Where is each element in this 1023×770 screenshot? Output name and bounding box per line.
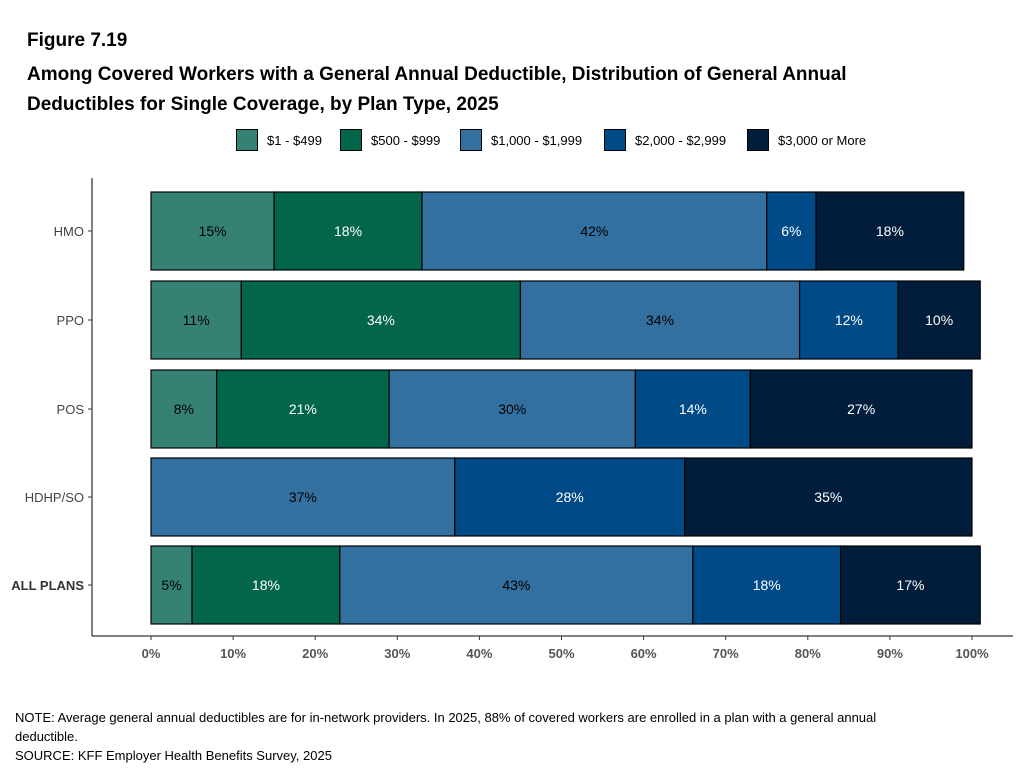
bar-segment xyxy=(150,369,218,449)
legend-label: $500 - $999 xyxy=(371,132,441,148)
x-tick-label: 100% xyxy=(955,646,989,661)
category-label: HDHP/SO xyxy=(25,490,84,505)
bar-segment xyxy=(684,457,973,537)
x-tick-label: 0% xyxy=(142,646,161,661)
chart-legend: $1 - $499 $500 - $999 $1,000 - $1,999 $2… xyxy=(0,127,1023,153)
legend-swatch xyxy=(340,129,362,151)
data-label: 12% xyxy=(835,312,863,328)
note-line-1: NOTE: Average general annual deductibles… xyxy=(15,710,877,725)
x-tick-label: 40% xyxy=(466,646,492,661)
data-label: 15% xyxy=(199,223,227,239)
category-label: PPO xyxy=(57,313,84,328)
data-label: 5% xyxy=(161,577,181,593)
x-tick-label: 80% xyxy=(795,646,821,661)
chart-title: Among Covered Workers with a General Ann… xyxy=(27,60,987,120)
bar-segment xyxy=(150,457,456,537)
chart-note: NOTE: Average general annual deductibles… xyxy=(15,708,975,765)
bar-segment xyxy=(454,457,686,537)
data-label: 18% xyxy=(753,577,781,593)
legend-item-500-999: $500 - $999 xyxy=(340,127,440,153)
figure-label: Figure 7.19 xyxy=(27,30,128,51)
legend-swatch xyxy=(460,129,482,151)
legend-item-2000-2999: $2,000 - $2,999 xyxy=(604,127,726,153)
data-label: 30% xyxy=(498,401,526,417)
x-tick-label: 20% xyxy=(302,646,328,661)
bar-segment xyxy=(798,280,899,360)
data-label: 21% xyxy=(289,401,317,417)
data-label: 10% xyxy=(925,312,953,328)
x-tick-label: 70% xyxy=(713,646,739,661)
bar-segment xyxy=(749,369,973,449)
legend-item-3000-or-more: $3,000 or More xyxy=(747,127,866,153)
legend-swatch xyxy=(747,129,769,151)
data-label: 17% xyxy=(896,577,924,593)
bar-segment xyxy=(519,280,801,360)
data-label: 42% xyxy=(580,223,608,239)
legend-item-1-499: $1 - $499 xyxy=(236,127,322,153)
data-label: 11% xyxy=(183,312,210,328)
bar-segment xyxy=(897,280,981,360)
bar-segment xyxy=(240,280,522,360)
x-tick-label: 10% xyxy=(220,646,246,661)
data-label: 43% xyxy=(502,577,530,593)
bar-segment xyxy=(150,191,275,271)
x-tick-label: 90% xyxy=(877,646,903,661)
x-tick-label: 30% xyxy=(384,646,410,661)
data-label: 27% xyxy=(847,401,875,417)
bar-segment xyxy=(150,280,242,360)
data-label: 18% xyxy=(252,577,280,593)
x-tick-label: 50% xyxy=(548,646,574,661)
data-label: 8% xyxy=(174,401,194,417)
bar-segment xyxy=(216,369,390,449)
bar-segment xyxy=(273,191,423,271)
legend-label: $3,000 or More xyxy=(778,132,867,148)
legend-label: $1 - $499 xyxy=(267,132,322,148)
legend-label: $1,000 - $1,999 xyxy=(491,132,583,148)
legend-swatch xyxy=(236,129,258,151)
legend-swatch xyxy=(604,129,626,151)
data-label: 34% xyxy=(646,312,674,328)
stacked-bar-chart: 15% 18% 42% 6% 18% HMO 11% 34% 34% 12% 10% PPO 8% 21%… xyxy=(11,178,1013,661)
category-label: ALL PLANS xyxy=(11,578,84,593)
category-label: POS xyxy=(57,402,85,417)
source-line: SOURCE: KFF Employer Health Benefits Sur… xyxy=(15,748,332,763)
bar-segment xyxy=(815,191,965,271)
bar-segment xyxy=(421,191,768,271)
bar-segment xyxy=(339,545,694,625)
data-label: 18% xyxy=(876,223,904,239)
bar-segment xyxy=(388,369,636,449)
bar-segment xyxy=(634,369,751,449)
data-label: 35% xyxy=(814,489,842,505)
data-label: 37% xyxy=(289,489,317,505)
bar-segment xyxy=(840,545,981,625)
data-label: 34% xyxy=(367,312,395,328)
legend-item-1000-1999: $1,000 - $1,999 xyxy=(460,127,582,153)
chart-title-line-2: Deductibles for Single Coverage, by Plan… xyxy=(27,94,499,115)
data-label: 28% xyxy=(556,489,584,505)
note-line-2: deductible. xyxy=(15,729,78,744)
data-label: 18% xyxy=(334,223,362,239)
x-tick-label: 60% xyxy=(631,646,657,661)
category-label: HMO xyxy=(54,224,84,239)
data-label: 6% xyxy=(781,223,801,239)
chart-title-line-1: Among Covered Workers with a General Ann… xyxy=(27,64,847,85)
data-label: 14% xyxy=(679,401,707,417)
bar-segment xyxy=(766,191,817,271)
legend-label: $2,000 - $2,999 xyxy=(635,132,727,148)
